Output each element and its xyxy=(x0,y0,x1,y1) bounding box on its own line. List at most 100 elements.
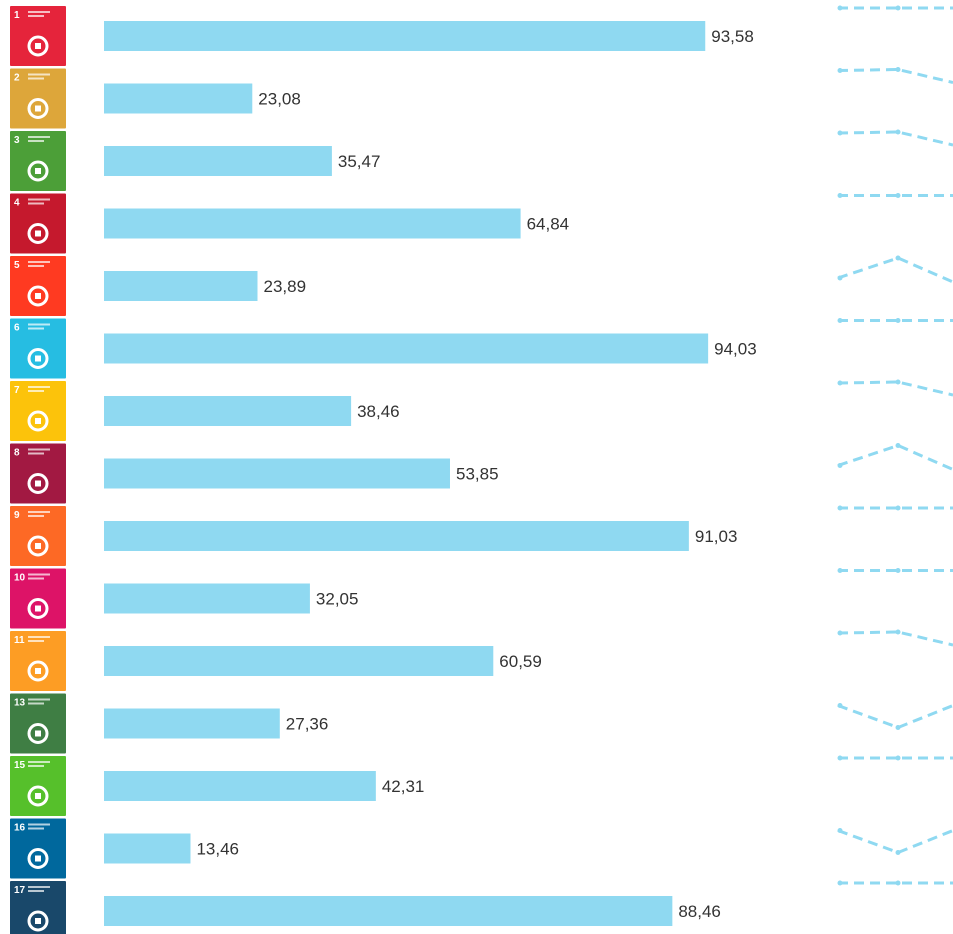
trend-point xyxy=(895,255,901,261)
icon-number: 16 xyxy=(14,823,26,834)
glyph-ring xyxy=(27,410,49,432)
value-label-sdg-8: 53,85 xyxy=(456,465,499,484)
icon-caption-line xyxy=(28,323,50,326)
trend-line-sdg-2 xyxy=(837,67,953,84)
value-label-sdg-6: 94,03 xyxy=(714,340,757,359)
value-label-sdg-7: 38,46 xyxy=(357,402,400,421)
icon-glyph xyxy=(27,535,49,557)
glyph-core xyxy=(35,105,41,112)
icon-glyph xyxy=(27,35,49,57)
icon-number: 11 xyxy=(14,635,25,646)
trend-point xyxy=(895,568,901,573)
icon-caption-line xyxy=(28,140,44,142)
glyph-core xyxy=(35,230,41,237)
zero-hunger-icon: 2 xyxy=(10,68,66,129)
icon-number: 4 xyxy=(14,198,20,209)
icon-caption-line xyxy=(28,327,44,330)
trend-point xyxy=(895,5,901,11)
glyph-ring xyxy=(27,160,49,182)
bar-sdg-10 xyxy=(104,583,310,614)
icon-number: 7 xyxy=(14,385,20,396)
trend-point xyxy=(837,703,843,708)
icon-glyph xyxy=(27,410,49,432)
clean-energy-icon: 7 xyxy=(10,381,66,441)
trend-line-sdg-11 xyxy=(837,630,953,647)
trend-point xyxy=(837,380,843,386)
trend-point xyxy=(895,725,901,730)
trend-point xyxy=(837,828,843,833)
icon-number: 6 xyxy=(14,323,20,334)
life-on-land-icon: 15 xyxy=(10,756,66,816)
icon-caption-line xyxy=(28,386,50,388)
decent-work-icon: 8 xyxy=(10,443,66,504)
trend-line-sdg-3 xyxy=(837,130,953,147)
trend-point xyxy=(837,5,843,11)
trend-point xyxy=(895,379,901,385)
value-label-sdg-11: 60,59 xyxy=(499,652,542,671)
icon-glyph xyxy=(27,160,49,182)
bar-sdg-15 xyxy=(104,771,376,801)
value-label-sdg-10: 32,05 xyxy=(316,590,359,609)
trend-point xyxy=(837,755,843,761)
trend-line-sdg-16 xyxy=(837,829,953,855)
trend-point xyxy=(895,67,901,72)
trend-point xyxy=(837,880,843,886)
bar-sdg-17 xyxy=(104,896,673,926)
glyph-ring xyxy=(27,98,49,119)
icon-number: 15 xyxy=(14,760,26,771)
icon-caption-line xyxy=(28,890,44,892)
icon-caption-line xyxy=(28,886,50,888)
glyph-core xyxy=(35,730,41,737)
icon-number: 5 xyxy=(14,260,20,271)
icon-number: 9 xyxy=(14,510,20,521)
icon-glyph xyxy=(27,785,49,807)
value-label-sdg-2: 23,08 xyxy=(258,90,301,109)
value-label-sdg-1: 93,58 xyxy=(711,27,754,46)
climate-action-icon: 13 xyxy=(10,693,66,754)
icon-caption-line xyxy=(28,11,50,13)
bar-sdg-9 xyxy=(104,521,689,551)
value-label-sdg-4: 64,84 xyxy=(527,215,570,234)
icon-glyph xyxy=(27,598,49,619)
icon-caption-line xyxy=(28,265,44,267)
icon-glyph xyxy=(27,910,49,932)
trend-point xyxy=(895,318,901,323)
icon-glyph xyxy=(27,848,49,869)
value-label-sdg-15: 42,31 xyxy=(382,777,425,796)
glyph-ring xyxy=(27,910,49,932)
trend-point xyxy=(895,193,901,198)
icon-caption-line xyxy=(28,261,50,263)
icon-number: 8 xyxy=(14,448,20,459)
bar-sdg-2 xyxy=(104,83,253,114)
icon-number: 17 xyxy=(14,885,26,896)
trend-line-sdg-8 xyxy=(837,443,953,471)
trend-line-sdg-13 xyxy=(837,704,953,730)
value-label-sdg-17: 88,46 xyxy=(678,902,721,921)
glyph-ring xyxy=(27,35,49,57)
icon-caption-line xyxy=(28,198,50,201)
icon-number: 1 xyxy=(14,10,20,21)
icon-caption-line xyxy=(28,827,44,830)
glyph-ring xyxy=(27,660,49,682)
gender-equality-icon: 5 xyxy=(10,256,66,316)
icon-caption-line xyxy=(28,77,44,80)
icon-number: 10 xyxy=(14,573,26,584)
icon-caption-line xyxy=(28,698,50,701)
value-label-sdg-13: 27,36 xyxy=(286,715,329,734)
icon-number: 13 xyxy=(14,698,26,709)
bar-sdg-7 xyxy=(104,396,352,426)
good-health-icon: 3 xyxy=(10,131,66,191)
value-label-sdg-16: 13,46 xyxy=(196,840,239,859)
no-poverty-icon: 1 xyxy=(10,6,66,66)
trend-point xyxy=(837,68,843,73)
icon-caption-line xyxy=(28,15,44,17)
trend-point xyxy=(837,463,843,468)
bar-sdg-3 xyxy=(104,146,332,176)
trend-line-sdg-5 xyxy=(837,256,953,284)
glyph-ring xyxy=(27,285,49,307)
trend-point xyxy=(837,193,843,198)
icon-caption-line xyxy=(28,761,50,763)
value-label-sdg-3: 35,47 xyxy=(338,152,381,171)
